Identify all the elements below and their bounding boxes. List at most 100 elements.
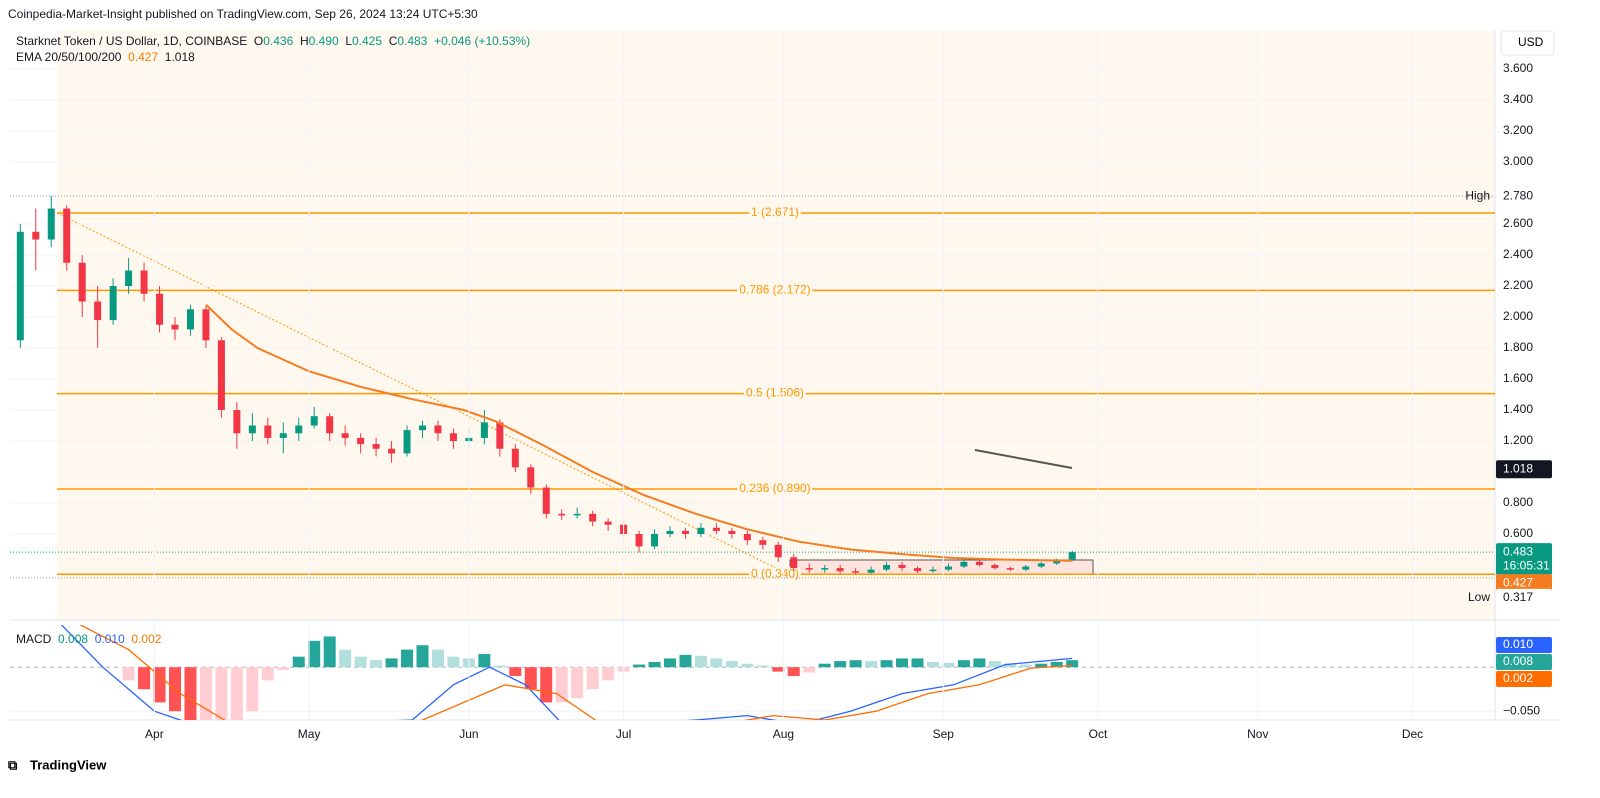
candle-body — [944, 566, 952, 570]
macd-bar — [524, 667, 537, 690]
macd-bar — [555, 667, 568, 703]
candle-body — [1037, 563, 1045, 567]
candle-body — [589, 513, 597, 522]
range-box — [789, 559, 1094, 575]
macd-bar — [602, 667, 615, 681]
low-tag-bg — [1496, 588, 1552, 607]
macd-bar — [772, 667, 785, 672]
signal-line — [79, 625, 1073, 720]
macd-bar — [973, 658, 986, 668]
candle-body — [681, 530, 689, 534]
macd-bar — [911, 658, 924, 668]
macd-tag: 0.002 — [1503, 671, 1533, 685]
candle-body — [279, 433, 287, 438]
candle-body — [852, 571, 860, 573]
ohlc-value: 0.483 — [397, 34, 428, 48]
x-tick-label: May — [298, 727, 321, 741]
x-tick-label: Nov — [1247, 727, 1268, 741]
macd-title: MACD — [16, 632, 52, 646]
candle-body — [78, 262, 86, 302]
macd-bar — [586, 667, 599, 690]
macd-bar — [540, 667, 553, 703]
fib-label: 0.5 (1.506) — [746, 386, 804, 400]
macd-pane — [10, 625, 1495, 720]
macd-bar — [385, 658, 398, 668]
ohlc-key: H — [299, 34, 309, 48]
currency-button[interactable] — [1500, 30, 1555, 56]
macd-bar — [308, 640, 321, 668]
ohlc-value: 0.425 — [352, 34, 383, 48]
candle-body — [233, 410, 241, 434]
macd-bar — [339, 649, 352, 668]
ohlc-key: L — [345, 34, 352, 48]
macd-tag: 0.008 — [1503, 654, 1533, 668]
macd-bar — [803, 667, 816, 673]
macd-bar — [865, 661, 878, 668]
macd-bar — [354, 656, 367, 668]
macd-bar — [122, 667, 135, 681]
macd-bar — [694, 655, 707, 668]
candle-body — [16, 231, 24, 341]
macd-tag: 0.010 — [1503, 637, 1533, 651]
x-tick-label: Oct — [1089, 727, 1108, 741]
macd-tick-label: −0.050 — [1503, 703, 1540, 717]
macd-bar — [787, 667, 800, 677]
y-tick-label: 2.400 — [1503, 247, 1533, 261]
macd-bar — [401, 649, 414, 668]
macd-bar — [246, 667, 259, 712]
ema-value: 0.427 — [128, 50, 159, 64]
candle-body — [712, 527, 720, 531]
candle-body — [480, 422, 488, 438]
change-pct: (+10.53%) — [474, 34, 531, 48]
x-tick-label: Aug — [773, 727, 794, 741]
macd-bar — [292, 656, 305, 668]
publisher: Coinpedia-Market-Insight published on Tr… — [8, 7, 478, 21]
price-pane: 1 (2.671) 0.786 (2.172) 0.5 (1.506) 0.236 (… — [10, 68, 1495, 583]
candle-body — [341, 433, 349, 438]
candle-body — [295, 425, 303, 434]
candle-body — [774, 544, 782, 558]
macd-bar — [184, 667, 197, 720]
change: +0.046 — [434, 34, 472, 48]
macd-bar — [710, 658, 723, 668]
macd-bar — [261, 667, 274, 681]
candle-body — [1022, 566, 1030, 570]
candle-body — [991, 564, 999, 569]
x-tick-label: Sep — [933, 727, 955, 741]
last-price-tag-bg — [1496, 543, 1552, 576]
candle-body — [1068, 552, 1076, 560]
macd-bar — [633, 664, 646, 668]
candle-body — [975, 561, 983, 565]
candle-body — [1006, 568, 1014, 570]
y-tick-label: 2.600 — [1503, 216, 1533, 230]
candle-body — [388, 448, 396, 454]
ema-tag: 0.427 — [1503, 575, 1533, 589]
y-tick-label: 1.400 — [1503, 402, 1533, 416]
macd-bar — [478, 654, 491, 668]
candle-body — [883, 564, 891, 570]
candle-body — [202, 309, 210, 341]
candle-body — [511, 448, 519, 468]
legend-line: Starknet Token / US Dollar, 1D, COINBASE… — [16, 34, 530, 48]
candle-body — [867, 569, 875, 573]
candle-body — [32, 231, 40, 240]
candle-body — [186, 309, 194, 330]
macd-bar — [230, 667, 243, 720]
macd-signal-value: 0.002 — [131, 632, 162, 646]
candle-body — [542, 487, 550, 514]
candle-body — [449, 433, 457, 442]
symbol: Starknet Token / US Dollar, 1D, COINBASE — [16, 34, 248, 48]
macd-tag-bg — [1496, 637, 1552, 653]
candle-body — [558, 513, 566, 516]
candle-body — [836, 568, 844, 572]
candle-body — [821, 568, 829, 570]
x-tick-label: Apr — [145, 727, 164, 741]
y-tick-label: 0.600 — [1503, 526, 1533, 540]
macd-bar — [1019, 664, 1032, 668]
macd-bar — [880, 660, 893, 668]
y-tick-label: 3.600 — [1503, 61, 1533, 75]
candle-body — [372, 444, 380, 449]
low-tag: 0.317 — [1503, 590, 1533, 604]
macd-bar — [849, 660, 862, 668]
currency: USD — [1518, 35, 1544, 49]
